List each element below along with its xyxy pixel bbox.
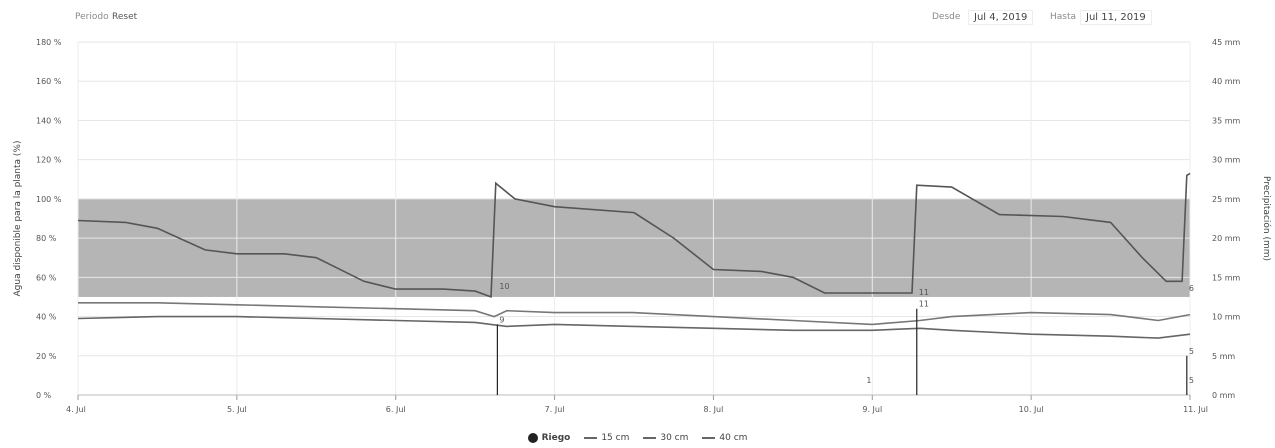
- y2-tick-label: 45 mm: [1212, 38, 1241, 47]
- chart-legend: Riego 15 cm 30 cm 40 cm: [0, 431, 1275, 445]
- x-tick-label: 10. Jul: [1019, 405, 1044, 414]
- line-15cm-icon: [584, 437, 598, 439]
- legend-item-riego[interactable]: Riego: [527, 431, 571, 445]
- y2-tick-label: 30 mm: [1212, 156, 1241, 165]
- series-line-15cm: [77, 172, 1191, 299]
- y2-tick-label: 15 mm: [1212, 273, 1241, 282]
- x-tick-label: 9. Jul: [862, 405, 882, 414]
- data-annotation: 6: [1189, 284, 1194, 293]
- y-tick-label: 180 %: [36, 38, 62, 47]
- legend-item-40cm[interactable]: 40 cm: [702, 431, 747, 445]
- legend-item-15cm[interactable]: 15 cm: [584, 431, 629, 445]
- legend-label-40cm: 40 cm: [719, 433, 748, 443]
- y-axis-title: Agua disponible para la planta (%): [13, 141, 23, 297]
- optimal-range-band: [78, 198, 1190, 297]
- data-annotation: 1: [866, 376, 871, 385]
- reset-button[interactable]: Reset: [112, 12, 138, 22]
- data-annotation: 10: [499, 282, 509, 291]
- chart-toolbar: Periodo Reset Desde Jul 4, 2019 Hasta Ju…: [0, 0, 1275, 34]
- y-tick-label: 80 %: [36, 234, 57, 243]
- y2-tick-label: 40 mm: [1212, 77, 1241, 86]
- y2-tick-label: 35 mm: [1212, 116, 1241, 125]
- series-line-40cm: [77, 315, 1191, 339]
- y-tick-label: 0 %: [36, 391, 52, 400]
- y-tick-label: 40 %: [36, 313, 57, 322]
- from-label: Desde: [932, 12, 961, 22]
- y-tick-label: 160 %: [36, 77, 62, 86]
- y-tick-label: 120 %: [36, 156, 62, 165]
- x-tick-label: 7. Jul: [545, 405, 565, 414]
- riego-dot-icon: [527, 433, 538, 443]
- y2-tick-label: 10 mm: [1212, 313, 1241, 322]
- legend-label-30cm: 30 cm: [660, 433, 689, 443]
- period-label: Periodo: [75, 12, 109, 22]
- x-tick-label: 6. Jul: [386, 405, 406, 414]
- legend-label-15cm: 15 cm: [601, 433, 630, 443]
- x-tick-label: 11. Jul: [1183, 405, 1208, 414]
- y-tick-label: 140 %: [36, 116, 62, 125]
- legend-item-30cm[interactable]: 30 cm: [643, 431, 688, 445]
- y2-tick-label: 20 mm: [1212, 234, 1241, 243]
- line-40cm-icon: [702, 437, 716, 439]
- riego-data-label: 5: [1189, 347, 1194, 356]
- x-tick-label: 4. Jul: [66, 405, 86, 414]
- data-annotation: 5: [1189, 376, 1194, 385]
- to-label: Hasta: [1050, 12, 1077, 22]
- y-tick-label: 60 %: [36, 273, 57, 282]
- y-tick-label: 100 %: [36, 195, 62, 204]
- x-tick-label: 5. Jul: [227, 405, 247, 414]
- legend-label-riego: Riego: [541, 433, 571, 443]
- y2-tick-label: 25 mm: [1212, 195, 1241, 204]
- y-tick-label: 20 %: [36, 352, 57, 361]
- data-annotation: 11: [919, 288, 929, 297]
- x-tick-label: 8. Jul: [704, 405, 724, 414]
- from-date-input[interactable]: Jul 4, 2019: [968, 10, 1034, 25]
- line-30cm-icon: [643, 437, 657, 439]
- y2-axis-title: Precipitación (mm): [1261, 176, 1272, 261]
- riego-data-label: 9: [499, 315, 504, 324]
- riego-data-label: 11: [919, 300, 929, 309]
- y2-tick-label: 0 mm: [1212, 391, 1235, 400]
- y2-tick-label: 5 mm: [1212, 352, 1235, 361]
- to-date-input[interactable]: Jul 11, 2019: [1080, 10, 1152, 25]
- soil-water-chart: 0 % 20 % 40 % 60 % 80 % 100 % 120 % 140 % 160 % 1…: [13, 38, 1272, 414]
- series-line-30cm: [78, 302, 1191, 326]
